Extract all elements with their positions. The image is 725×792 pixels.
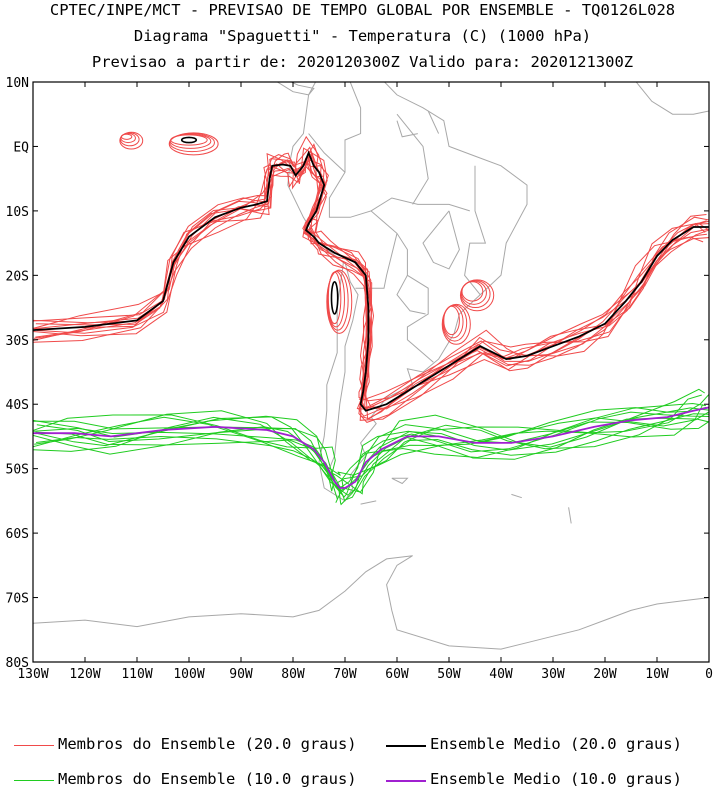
coastline [568, 507, 572, 524]
member-closed-contour [168, 132, 219, 156]
legend-swatch-member10 [14, 780, 54, 781]
x-tick-label: 20W [593, 667, 617, 682]
coastline [511, 493, 522, 499]
member-line-10 [35, 417, 709, 506]
x-tick-label: 100W [173, 667, 204, 682]
y-tick-label: 40S [6, 398, 29, 413]
coastline [396, 120, 418, 138]
member-line-10 [36, 411, 709, 498]
ensemble-members [33, 131, 709, 506]
ensemble-means [33, 136, 709, 489]
member-closed-contour [326, 269, 353, 334]
x-tick-label: 50W [437, 667, 461, 682]
legend-label-member10: Membros do Ensemble (10.0 graus) [58, 770, 357, 788]
title-line-2: Diagrama "Spaguetti" - Temperatura (C) (… [133, 27, 592, 45]
y-tick-label: 10S [6, 205, 29, 220]
legend-label-mean10: Ensemble Medio (10.0 graus) [430, 770, 682, 788]
x-tick-label: 30W [541, 667, 565, 682]
x-tick-label: 0 [705, 667, 713, 682]
coastline [635, 82, 709, 115]
mean-closed-contour [330, 280, 339, 315]
x-tick-label: 10W [645, 667, 669, 682]
x-tick-label: 90W [229, 667, 253, 682]
member-line-20 [33, 146, 707, 410]
coastline [355, 233, 398, 289]
member-line-20 [34, 157, 709, 420]
member-line-10 [33, 407, 709, 496]
title-line-1: CPTEC/INPE/MCT - PREVISAO DE TEMPO GLOBA… [49, 1, 676, 19]
y-tick-label: 80S [6, 656, 29, 671]
member-closed-contour [459, 279, 495, 312]
y-tick-label: 60S [6, 527, 29, 542]
x-tick-label: 130W [17, 667, 48, 682]
x-tick-label: 60W [385, 667, 409, 682]
member-line-20 [33, 135, 707, 420]
coastline [621, 11, 626, 53]
member-line-10 [33, 388, 705, 493]
member-closed-contour [119, 131, 144, 150]
x-tick-label: 40W [489, 667, 513, 682]
coastline [391, 477, 409, 485]
coastline [422, 210, 460, 270]
coastline [464, 165, 487, 296]
x-axis: 130W 120W 110W 100W 90W 80W 70W 60W 50W 40W 30W 20W… [17, 82, 713, 682]
member-line-20 [36, 154, 709, 402]
x-tick-label: 110W [121, 667, 152, 682]
mean-line-10 [33, 406, 709, 489]
coastline [290, 82, 315, 96]
legend-swatch-member20 [14, 745, 54, 746]
member-line-20 [33, 152, 707, 401]
y-tick-label: 20S [6, 269, 29, 284]
y-tick-label: EQ [13, 140, 29, 155]
y-tick-label: 50S [6, 463, 29, 478]
legend-swatch-mean10 [386, 780, 426, 782]
legend-label-mean20: Ensemble Medio (20.0 graus) [430, 735, 682, 753]
member-line-10 [33, 406, 707, 489]
y-tick-label: 10N [6, 76, 29, 91]
spaghetti-chart: 130W 120W 110W 100W 90W 80W 70W 60W 50W 40W 30W 20W… [6, 11, 713, 682]
coastline [276, 82, 309, 96]
coastline [370, 197, 470, 212]
member-line-10 [33, 394, 702, 495]
member-line-10 [36, 413, 709, 501]
coastline [33, 555, 709, 650]
coastline [308, 133, 346, 173]
y-tick-label: 30S [6, 334, 29, 349]
plot-frame [32, 81, 710, 663]
coastline [360, 500, 377, 505]
mean-line-20 [33, 150, 709, 412]
x-tick-label: 70W [333, 667, 357, 682]
coastline [396, 113, 429, 205]
coastline [427, 110, 440, 134]
y-axis: 10N EQ 10S 20S 30S 40S 50S 60S 70S 80S [6, 76, 709, 671]
x-tick-label: 80W [281, 667, 305, 682]
mean-closed-contour [180, 136, 198, 144]
legend-label-member20: Membros do Ensemble (20.0 graus) [58, 735, 357, 753]
x-tick-label: 120W [69, 667, 100, 682]
member-line-20 [35, 155, 709, 423]
title-line-3: Previsao a partir de: 2020120300Z Valido… [91, 53, 634, 71]
coastline [328, 82, 434, 363]
legend-swatch-mean20 [386, 745, 426, 747]
member-line-20 [35, 156, 709, 410]
member-closed-contour [441, 303, 471, 345]
member-line-20 [33, 147, 709, 410]
y-tick-label: 70S [6, 592, 29, 607]
coastline [396, 275, 426, 315]
coastline [328, 262, 359, 469]
